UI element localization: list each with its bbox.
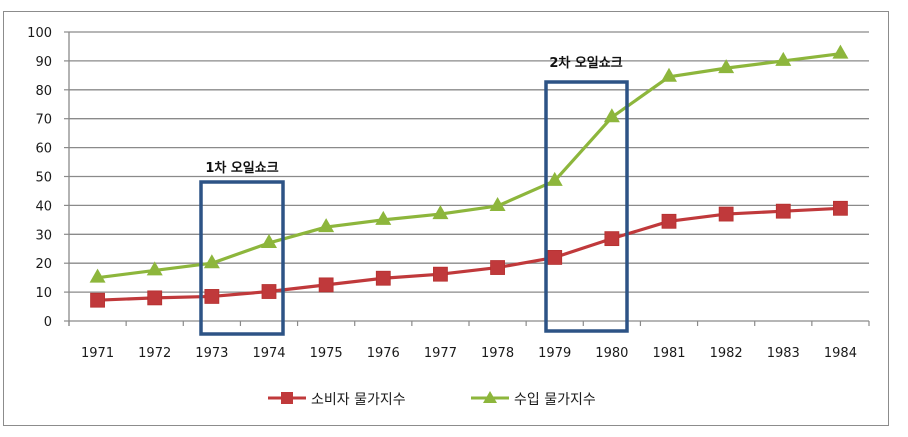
y-tick-label: 80: [35, 84, 52, 99]
x-axis: 1971 1972 1973 1974 1975 1976 1977 1978 1979 1980…: [68, 321, 870, 361]
y-tick-label: 90: [35, 55, 52, 70]
square-marker-icon: [318, 277, 334, 293]
legend-item-import[interactable]: 수입 물가지수: [471, 391, 596, 408]
square-marker-icon: [147, 290, 163, 306]
oil-shock-label: 1차 오일쇼크: [205, 160, 278, 176]
triangle-marker-icon: [261, 233, 277, 248]
triangle-marker-icon: [546, 171, 563, 186]
y-tick-label: 60: [35, 142, 52, 157]
x-tick-label: 1971: [81, 346, 114, 361]
triangle-marker-icon: [832, 44, 849, 59]
oil-shock-box: [544, 80, 629, 333]
y-tick-label: 20: [35, 257, 52, 272]
square-marker-icon: [547, 250, 563, 265]
triangle-marker-icon: [775, 51, 792, 66]
triangle-marker-icon: [318, 218, 335, 233]
y-tick-label: 40: [35, 199, 52, 214]
x-tick-label: 1978: [481, 346, 514, 361]
x-tick-label: 1980: [595, 346, 628, 361]
square-marker-icon: [661, 213, 677, 229]
x-tick-label: 1982: [710, 346, 743, 361]
y-tick-label: 30: [35, 228, 52, 243]
y-axis: 0 10 20 30 40 50 60 70 80 90 100: [27, 26, 70, 330]
square-marker-icon: [204, 289, 220, 304]
square-marker-icon: [261, 284, 277, 299]
triangle-marker-icon: [603, 108, 620, 123]
legend-item-consumer[interactable]: 소비자 물가지수: [268, 392, 406, 408]
square-marker-icon: [433, 266, 448, 282]
square-marker-icon: [604, 231, 620, 247]
y-tick-label: 70: [35, 113, 52, 128]
y-tick-label: 0: [44, 315, 52, 330]
square-marker-icon: [90, 292, 105, 308]
square-marker-icon: [718, 206, 734, 222]
x-tick-label: 1981: [652, 346, 685, 361]
oil-shock-box: [199, 180, 285, 336]
triangle-marker-icon: [375, 210, 392, 225]
y-tick-label: 100: [27, 26, 52, 41]
triangle-marker-icon: [489, 196, 506, 211]
square-marker-icon: [833, 200, 848, 216]
square-marker-icon: [490, 260, 505, 275]
legend: 소비자 물가지수 수입 물가지수: [268, 391, 596, 408]
import-price-line: [97, 52, 841, 280]
triangle-marker-icon: [203, 254, 220, 269]
annotations: 1차 오일쇼크 2차 오일쇼크: [199, 55, 629, 336]
x-tick-label: 1984: [824, 346, 857, 361]
triangle-marker-icon: [661, 67, 677, 82]
x-tick-label: 1974: [252, 346, 285, 361]
square-marker-icon: [375, 270, 391, 286]
legend-label-consumer: 소비자 물가지수: [311, 392, 406, 408]
y-tick-label: 50: [35, 171, 52, 186]
triangle-marker-icon: [89, 268, 106, 283]
triangle-marker-icon: [718, 59, 735, 74]
x-tick-label: 1976: [367, 346, 400, 361]
gridlines: [69, 31, 869, 322]
x-tick-label: 1983: [767, 346, 800, 361]
oil-shock-label: 2차 오일쇼크: [549, 55, 622, 71]
series-group: [89, 44, 849, 308]
x-tick-label: 1977: [424, 346, 457, 361]
triangle-marker-icon: [432, 205, 449, 220]
square-marker-icon: [775, 203, 791, 219]
consumer-price-line: [97, 206, 841, 302]
triangle-marker-icon: [483, 391, 497, 403]
triangle-marker-icon: [146, 261, 163, 276]
x-tick-label: 1972: [138, 346, 171, 361]
x-tick-label: 1975: [310, 346, 343, 361]
square-marker-icon: [281, 392, 293, 404]
legend-label-import: 수입 물가지수: [514, 392, 596, 408]
x-tick-label: 1979: [538, 346, 571, 361]
x-tick-label: 1973: [195, 346, 228, 361]
y-tick-label: 10: [35, 286, 52, 301]
